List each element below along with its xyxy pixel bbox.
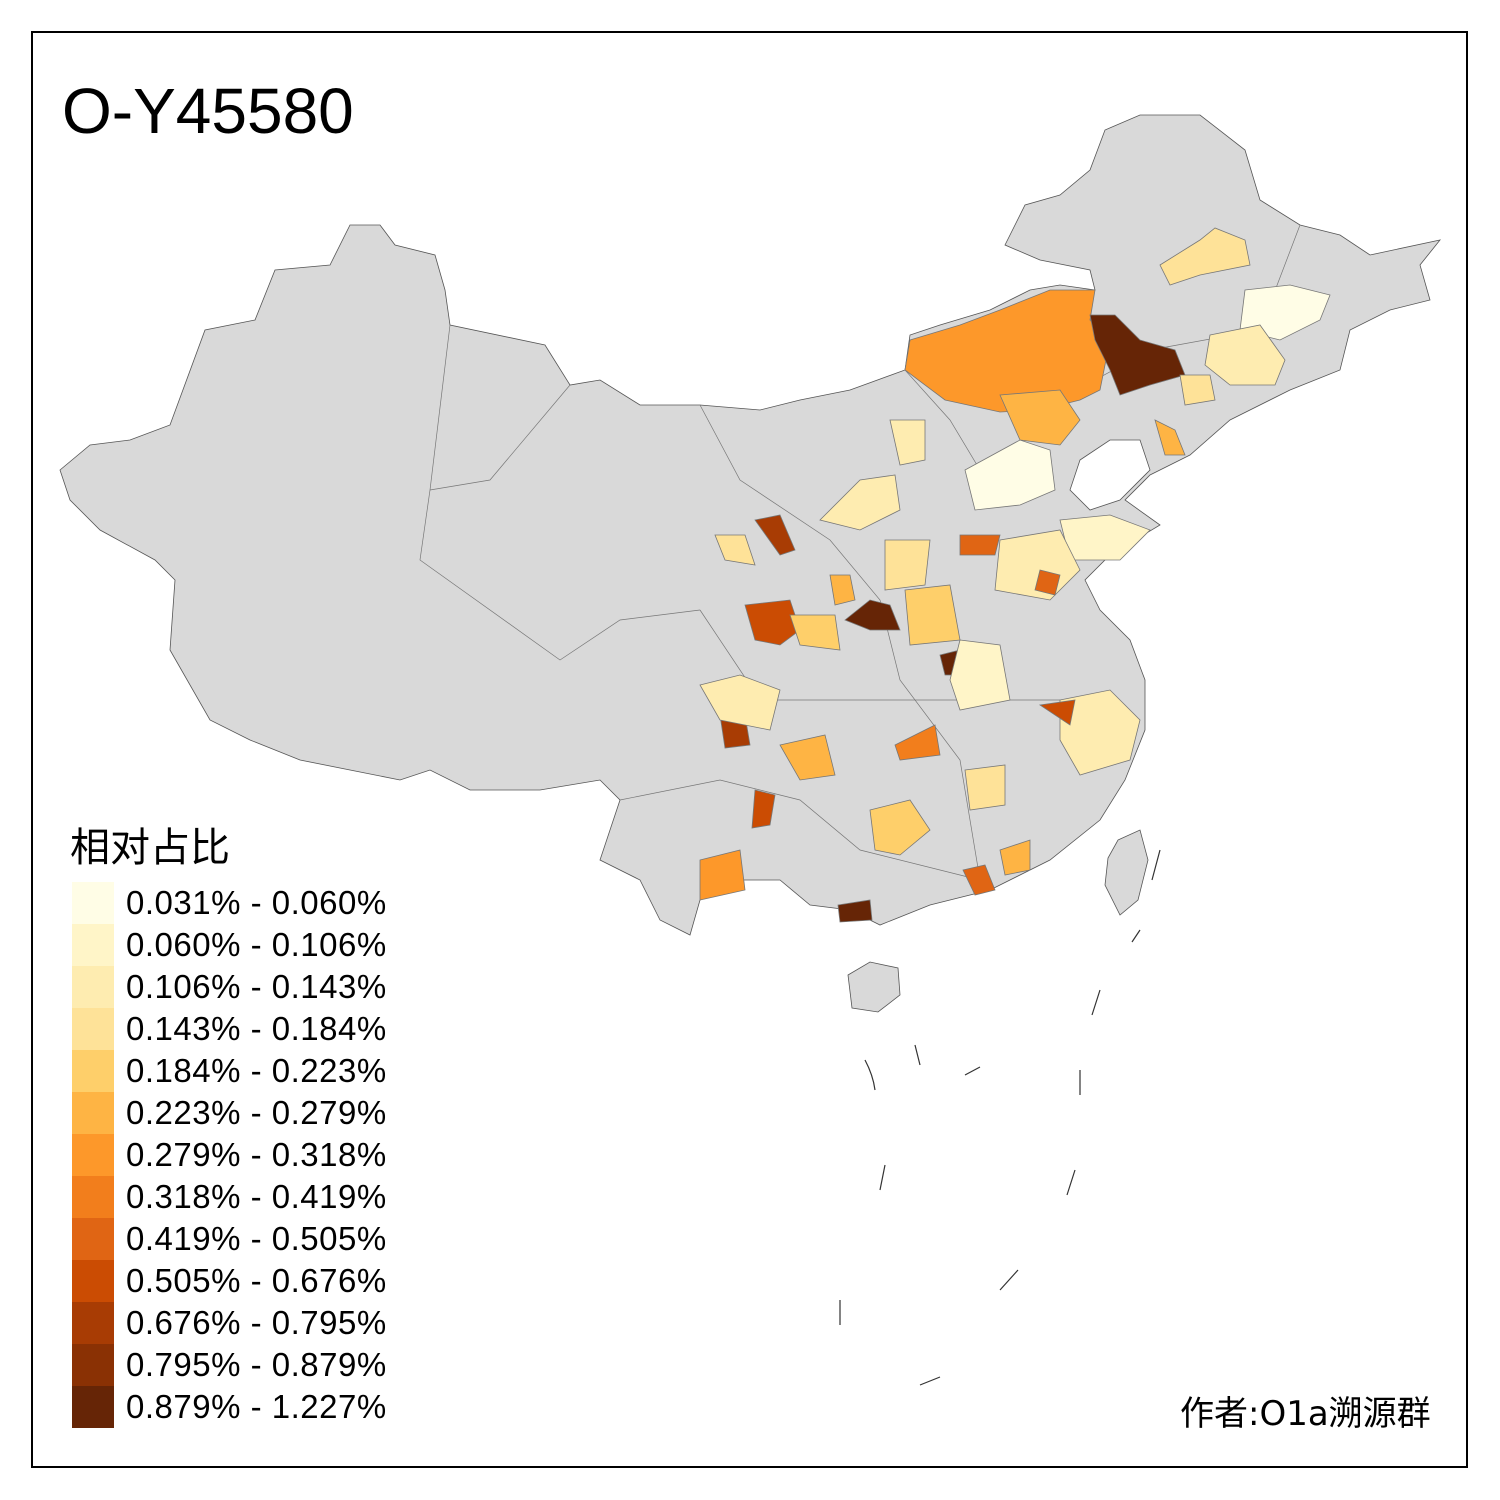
legend-swatch <box>72 1218 114 1260</box>
region-area <box>819 474 901 531</box>
legend-item: 0.318% - 0.419% <box>72 1176 387 1218</box>
legend-label: 0.318% - 0.419% <box>126 1178 387 1215</box>
region-area <box>1154 419 1186 456</box>
legend-label: 0.879% - 1.227% <box>126 1388 387 1425</box>
region-area <box>894 724 941 761</box>
legend-label: 0.106% - 0.143% <box>126 968 387 1005</box>
region-area <box>964 764 1006 811</box>
region-area <box>754 514 796 556</box>
region-area <box>1059 689 1141 776</box>
legend-label: 0.279% - 0.318% <box>126 1136 387 1173</box>
map-title: O-Y45580 <box>62 75 354 147</box>
legend-label: 0.505% - 0.676% <box>126 1262 387 1299</box>
legend-swatch <box>72 882 114 924</box>
legend-item: 0.676% - 0.795% <box>72 1302 387 1344</box>
bohai-sea <box>1069 439 1151 511</box>
legend: 0.031% - 0.060% 0.060% - 0.106% 0.106% - 0… <box>72 882 387 1428</box>
region-area <box>884 539 931 591</box>
hainan-island <box>847 961 901 1013</box>
legend-swatch <box>72 1050 114 1092</box>
region-area <box>999 839 1031 876</box>
region-area <box>1038 699 1076 726</box>
region-area <box>962 864 996 896</box>
region-area <box>999 389 1081 446</box>
legend-item: 0.223% - 0.279% <box>72 1092 387 1134</box>
legend-item: 0.143% - 0.184% <box>72 1008 387 1050</box>
province-border <box>619 779 981 881</box>
legend-label: 0.143% - 0.184% <box>126 1010 387 1047</box>
province-border <box>429 384 571 491</box>
legend-swatch <box>72 1092 114 1134</box>
legend-title: 相对占比 <box>70 825 230 871</box>
region-area <box>889 419 926 466</box>
legend-swatch <box>72 1176 114 1218</box>
legend-label: 0.031% - 0.060% <box>126 884 387 921</box>
region-area <box>699 849 746 901</box>
region-area <box>1034 569 1061 596</box>
legend-swatch <box>72 966 114 1008</box>
legend-swatch <box>72 1344 114 1386</box>
legend-label: 0.795% - 0.879% <box>126 1346 387 1383</box>
legend-swatch <box>72 1260 114 1302</box>
legend-item: 0.419% - 0.505% <box>72 1218 387 1260</box>
legend-label: 0.223% - 0.279% <box>126 1094 387 1131</box>
province-border <box>699 404 981 881</box>
legend-swatch <box>72 1008 114 1050</box>
region-area <box>829 574 856 606</box>
legend-item: 0.184% - 0.223% <box>72 1050 387 1092</box>
region-area <box>1159 227 1251 286</box>
region-area <box>779 734 836 781</box>
south-sea-islands <box>839 849 1161 1386</box>
legend-swatch <box>72 924 114 966</box>
legend-label: 0.060% - 0.106% <box>126 926 387 963</box>
region-area <box>751 789 776 829</box>
region-area <box>1204 324 1286 386</box>
region-area <box>949 639 1011 711</box>
region-area <box>959 534 1001 556</box>
region-area <box>699 674 781 731</box>
taiwan-island <box>1104 829 1149 916</box>
author-credit: 作者:O1a溯源群 <box>1180 1394 1431 1434</box>
legend-item: 0.279% - 0.318% <box>72 1134 387 1176</box>
legend-label: 0.419% - 0.505% <box>126 1220 387 1257</box>
legend-swatch <box>72 1134 114 1176</box>
legend-item: 0.505% - 0.676% <box>72 1260 387 1302</box>
legend-swatch <box>72 1386 114 1428</box>
region-area <box>789 614 841 651</box>
region-area <box>869 799 931 856</box>
region-area <box>844 599 901 631</box>
legend-label: 0.676% - 0.795% <box>126 1304 387 1341</box>
legend-swatch <box>72 1302 114 1344</box>
region-area <box>994 529 1081 601</box>
legend-item: 0.060% - 0.106% <box>72 924 387 966</box>
legend-item: 0.031% - 0.060% <box>72 882 387 924</box>
region-area <box>1089 314 1186 396</box>
region-area <box>904 584 961 646</box>
region-area <box>964 439 1056 511</box>
region-area <box>1179 374 1216 406</box>
legend-item: 0.879% - 1.227% <box>72 1386 387 1428</box>
legend-item: 0.795% - 0.879% <box>72 1344 387 1386</box>
region-area <box>837 899 873 923</box>
region-area <box>744 599 801 646</box>
legend-item: 0.106% - 0.143% <box>72 966 387 1008</box>
province-border <box>419 324 701 661</box>
legend-label: 0.184% - 0.223% <box>126 1052 387 1089</box>
map-frame <box>31 31 1468 1468</box>
region-area <box>904 289 1111 413</box>
region-area <box>714 534 756 566</box>
